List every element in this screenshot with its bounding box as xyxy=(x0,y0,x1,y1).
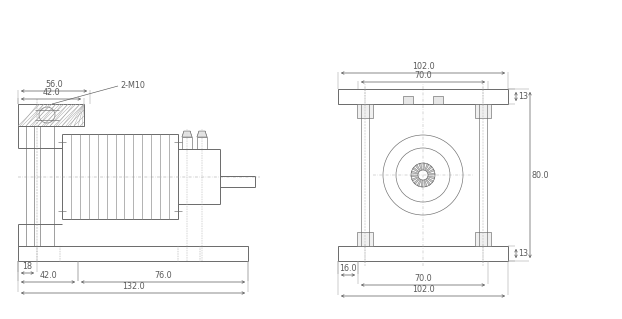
Wedge shape xyxy=(411,171,423,175)
Bar xyxy=(18,104,84,126)
Text: 42.0: 42.0 xyxy=(39,271,57,280)
Text: 16.0: 16.0 xyxy=(339,264,357,273)
Wedge shape xyxy=(417,175,423,186)
Wedge shape xyxy=(423,175,427,187)
Wedge shape xyxy=(423,175,435,179)
Polygon shape xyxy=(197,131,207,137)
Wedge shape xyxy=(419,163,423,175)
Text: 2-M10: 2-M10 xyxy=(120,81,145,91)
Wedge shape xyxy=(415,165,423,175)
Text: 102.0: 102.0 xyxy=(412,285,434,294)
Text: 56.0: 56.0 xyxy=(45,80,63,89)
Bar xyxy=(357,104,373,118)
Text: 80.0: 80.0 xyxy=(532,170,549,180)
Bar xyxy=(338,246,508,261)
Circle shape xyxy=(418,170,428,180)
Bar xyxy=(403,96,413,104)
Bar xyxy=(182,137,192,149)
Bar xyxy=(357,232,373,246)
Text: 102.0: 102.0 xyxy=(412,62,434,71)
Bar xyxy=(18,246,248,261)
Bar xyxy=(338,89,508,104)
Bar xyxy=(197,137,207,149)
Text: 70.0: 70.0 xyxy=(414,274,432,283)
Wedge shape xyxy=(423,169,434,175)
Wedge shape xyxy=(423,164,429,175)
Text: 132.0: 132.0 xyxy=(122,282,144,291)
Bar xyxy=(475,232,491,246)
Wedge shape xyxy=(423,173,435,175)
Polygon shape xyxy=(182,131,192,137)
Text: 13: 13 xyxy=(518,92,528,101)
Bar xyxy=(433,96,443,104)
Wedge shape xyxy=(421,175,423,187)
Text: 18: 18 xyxy=(22,262,32,271)
Wedge shape xyxy=(423,166,432,175)
Text: 76.0: 76.0 xyxy=(154,271,172,280)
Text: 70.0: 70.0 xyxy=(414,71,432,80)
Wedge shape xyxy=(412,175,423,181)
Wedge shape xyxy=(414,175,423,184)
Wedge shape xyxy=(423,175,434,183)
Wedge shape xyxy=(412,167,423,175)
Text: 13: 13 xyxy=(518,249,528,258)
Wedge shape xyxy=(423,175,430,185)
Bar xyxy=(475,104,491,118)
Wedge shape xyxy=(423,163,425,175)
Text: 42.0: 42.0 xyxy=(42,88,60,97)
Wedge shape xyxy=(411,175,423,177)
